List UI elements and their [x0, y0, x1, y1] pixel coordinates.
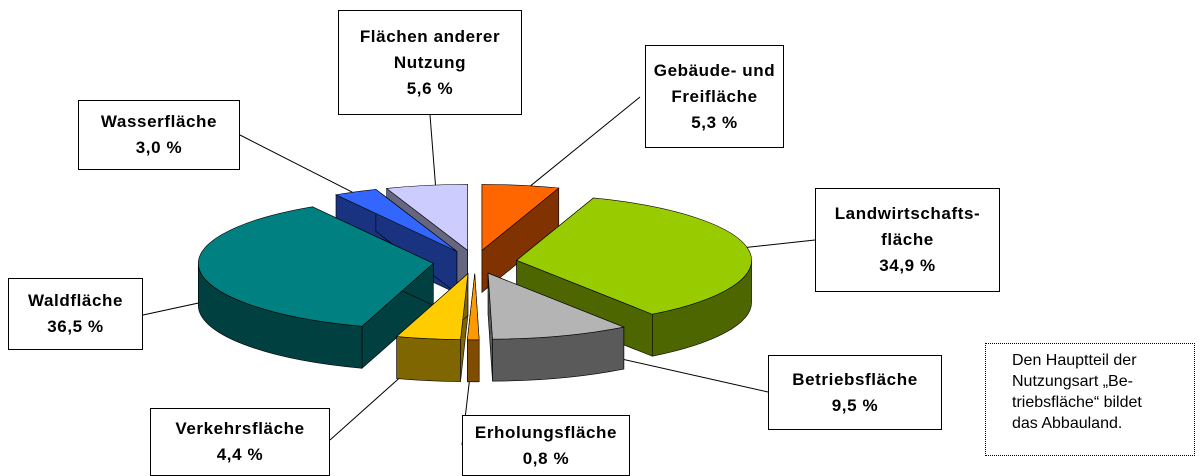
leader-line — [510, 96, 641, 202]
slice — [395, 272, 469, 382]
slice — [481, 184, 560, 293]
slice-wall — [396, 336, 461, 382]
category-label: Erholungsfläche — [474, 422, 618, 442]
value-label: 9,5 % — [831, 395, 879, 415]
value-label: 34,9 % — [879, 256, 936, 275]
category-label: Verkehrsfläche — [175, 419, 305, 438]
slice-wall — [467, 339, 480, 383]
slice-label: Waldfläche 36,5 % — [8, 278, 143, 350]
slice-label: Erholungsfläche 0,8 % — [462, 415, 630, 476]
slice-top — [487, 272, 625, 340]
category-label: Gebäude- und Freifläche — [653, 60, 776, 106]
slice-top — [385, 184, 468, 251]
slice-top — [198, 206, 434, 327]
value-label: 36,5 % — [47, 317, 104, 336]
slice-label: Flächen anderer Nutzung 5,6 % — [338, 10, 522, 115]
value-label: 5,3 % — [691, 112, 738, 132]
slice-top — [481, 184, 560, 251]
category-label: Betriebsfläche — [792, 369, 918, 389]
slice-top — [467, 273, 480, 341]
value-label: 5,6 % — [406, 78, 454, 98]
slice-label: Landwirtschafts- fläche 34,9 % — [815, 188, 1000, 292]
annotation: Den Hauptteil der Nutzungsart „Be- trieb… — [985, 343, 1195, 456]
slice-top — [334, 189, 458, 252]
value-label: 3,0 % — [135, 138, 183, 157]
slice-label: Gebäude- und Freifläche 5,3 % — [645, 45, 784, 148]
value-label: 4,4 % — [216, 445, 264, 464]
category-label: Wasserfläche — [100, 112, 218, 131]
slice-label: Betriebsfläche 9,5 % — [768, 355, 942, 430]
slice-label: Verkehrsfläche 4,4 % — [150, 408, 330, 476]
value-label: 0,8 % — [522, 448, 570, 468]
slice — [197, 206, 434, 369]
slice — [487, 272, 625, 382]
slice-label: Wasserfläche 3,0 % — [78, 100, 240, 170]
slice — [467, 273, 480, 383]
category-label: Landwirtschafts- fläche — [834, 204, 981, 249]
slice-top — [515, 197, 752, 315]
category-label: Flächen anderer Nutzung — [359, 26, 501, 72]
category-label: Waldfläche — [27, 291, 124, 310]
slice-top — [395, 272, 469, 340]
